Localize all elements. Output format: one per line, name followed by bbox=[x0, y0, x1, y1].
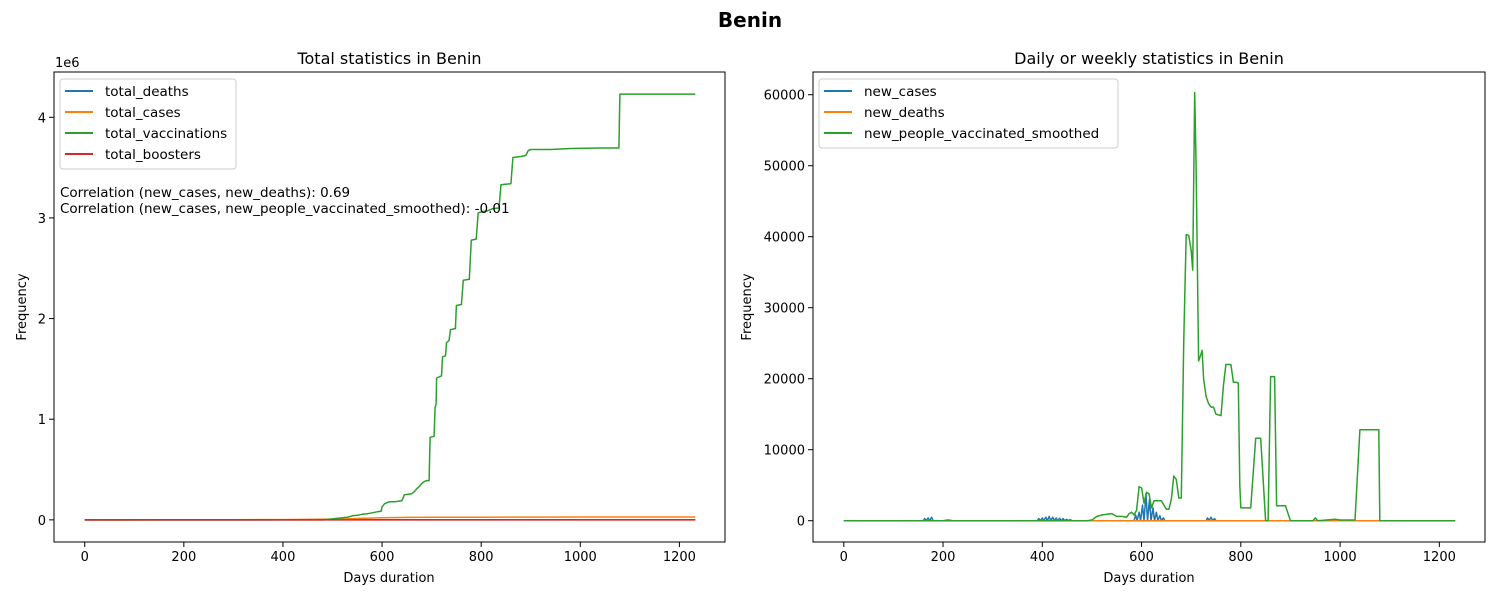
x-tick-label: 1000 bbox=[564, 550, 597, 565]
legend-label: new_deaths bbox=[864, 105, 945, 121]
legend: new_cases new_deaths new_people_vaccinated… bbox=[818, 78, 1119, 149]
x-tick-label: 800 bbox=[469, 550, 494, 565]
y-tick-label: 2 bbox=[38, 313, 46, 328]
x-tick-label: 600 bbox=[370, 550, 395, 565]
legend-label: new_cases bbox=[864, 84, 937, 100]
correlation-annotation: Correlation (new_cases, new_deaths): 0.6… bbox=[60, 185, 350, 201]
total-statistics-chart: Total statistics in Benin 1e6 Days durat… bbox=[15, 49, 726, 586]
axes-frame bbox=[812, 71, 1486, 543]
legend-box bbox=[59, 78, 237, 170]
y-axis-label: Frequency bbox=[740, 273, 755, 340]
y-tick-label: 3 bbox=[38, 212, 46, 227]
legend-box bbox=[818, 78, 1119, 149]
legend-label: total_boosters bbox=[105, 147, 201, 163]
x-tick-label: 0 bbox=[81, 550, 89, 565]
annotations: Correlation (new_cases, new_deaths): 0.6… bbox=[60, 185, 510, 217]
chart-title: Total statistics in Benin bbox=[296, 49, 481, 68]
plot-area: 0 200 400 600 800 1000 1200 0 10000 20000 30000 400… bbox=[764, 71, 1486, 565]
y-tick-label: 50000 bbox=[764, 160, 805, 175]
series-line-new-people-vaccinated-smoothed bbox=[843, 91, 1456, 522]
series-line-total-vaccinations bbox=[84, 93, 696, 521]
x-tick-label: 400 bbox=[271, 550, 296, 565]
x-tick-label: 400 bbox=[1030, 550, 1055, 565]
y-tick-label: 1 bbox=[38, 413, 46, 428]
y-tick-label: 4 bbox=[38, 111, 46, 126]
y-tick-label: 0 bbox=[797, 515, 805, 530]
figure-title: Benin bbox=[718, 8, 782, 32]
y-tick-label: 10000 bbox=[764, 444, 805, 459]
x-tick-label: 200 bbox=[171, 550, 196, 565]
x-tick-label: 0 bbox=[840, 550, 848, 565]
legend-label: total_deaths bbox=[105, 84, 189, 100]
x-tick-label: 1000 bbox=[1324, 550, 1357, 565]
legend: total_deaths total_cases total_vaccination… bbox=[59, 78, 237, 170]
correlation-annotation: Correlation (new_cases, new_people_vacci… bbox=[60, 201, 510, 217]
y-tick-label: 30000 bbox=[764, 302, 805, 317]
legend-label: new_people_vaccinated_smoothed bbox=[864, 126, 1099, 142]
y-tick-label: 0 bbox=[38, 514, 46, 529]
x-tick-label: 1200 bbox=[663, 550, 696, 565]
y-offset-label: 1e6 bbox=[55, 56, 80, 71]
x-tick-label: 600 bbox=[1129, 550, 1154, 565]
daily-statistics-chart: Daily or weekly statistics in Benin Days… bbox=[740, 49, 1486, 586]
x-tick-label: 1200 bbox=[1423, 550, 1456, 565]
y-tick-label: 20000 bbox=[764, 373, 805, 388]
chart-title: Daily or weekly statistics in Benin bbox=[1014, 49, 1284, 68]
y-tick-label: 40000 bbox=[764, 231, 805, 246]
axes-frame bbox=[53, 71, 726, 543]
legend-label: total_vaccinations bbox=[105, 126, 227, 142]
y-tick-label: 60000 bbox=[764, 89, 805, 104]
y-axis-label: Frequency bbox=[15, 273, 30, 340]
x-tick-label: 800 bbox=[1228, 550, 1253, 565]
x-axis-label: Days duration bbox=[1103, 571, 1194, 586]
legend-label: total_cases bbox=[105, 105, 181, 121]
x-axis-label: Days duration bbox=[343, 571, 434, 586]
plot-area: 0 200 400 600 800 1000 120001234total_deathsto… bbox=[38, 71, 726, 565]
x-tick-label: 200 bbox=[931, 550, 956, 565]
